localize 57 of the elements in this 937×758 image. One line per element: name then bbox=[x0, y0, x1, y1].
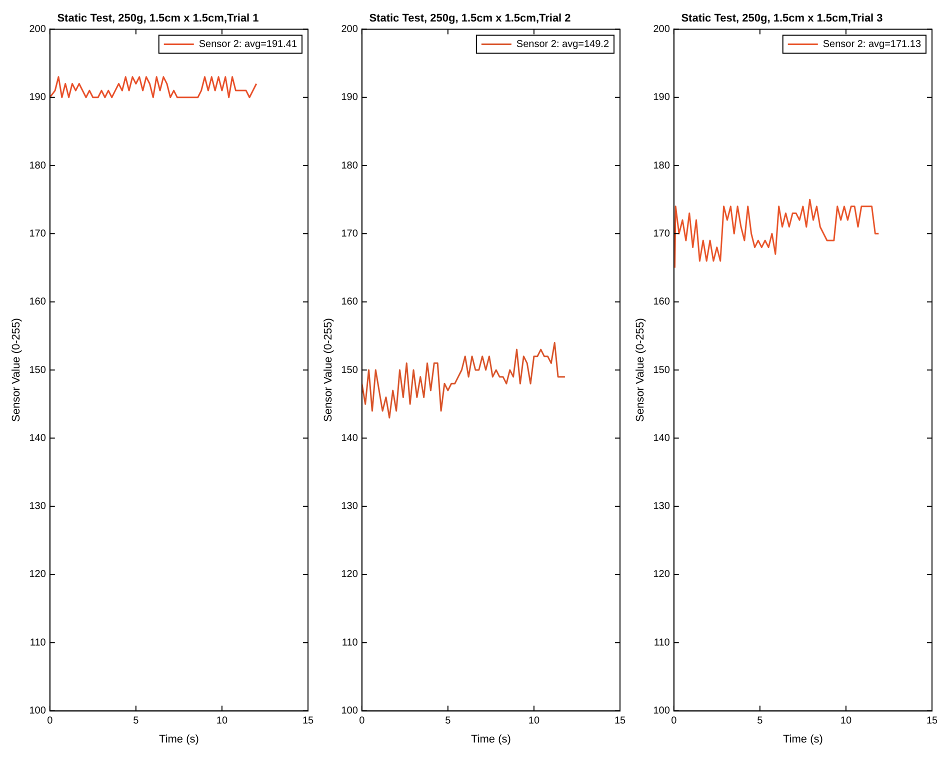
x-axis-title: Time (s) bbox=[782, 733, 823, 746]
x-tick-label: 0 bbox=[359, 716, 366, 727]
y-tick-label: 100 bbox=[653, 706, 670, 717]
y-tick-label: 120 bbox=[653, 569, 670, 580]
y-tick-label: 190 bbox=[341, 92, 358, 104]
y-tick-label: 110 bbox=[342, 637, 358, 648]
y-tick-label: 140 bbox=[653, 432, 670, 444]
y-tick-label: 110 bbox=[30, 637, 46, 648]
y-tick-label: 160 bbox=[341, 296, 358, 308]
y-tick-label: 130 bbox=[341, 501, 358, 512]
chart-title: Static Test, 250g, 1.5cm x 1.5cm,Trial 1 bbox=[57, 12, 259, 25]
x-tick-label: 5 bbox=[133, 716, 140, 727]
y-tick-label: 170 bbox=[29, 228, 46, 240]
x-tick-label: 0 bbox=[671, 716, 678, 727]
x-axis-title: Time (s) bbox=[470, 733, 511, 746]
y-tick-label: 120 bbox=[341, 569, 358, 580]
y-tick-label: 180 bbox=[341, 160, 358, 172]
legend-label: Sensor 2: avg=149.2 bbox=[516, 38, 610, 50]
x-tick-label: 0 bbox=[47, 716, 54, 727]
x-tick-label: 5 bbox=[757, 716, 764, 727]
y-tick-label: 200 bbox=[29, 24, 46, 35]
y-tick-label: 150 bbox=[653, 364, 670, 376]
y-tick-label: 180 bbox=[653, 160, 670, 172]
y-tick-label: 110 bbox=[654, 637, 670, 648]
y-tick-label: 170 bbox=[653, 228, 670, 240]
y-tick-label: 120 bbox=[29, 569, 46, 580]
chart-title: Static Test, 250g, 1.5cm x 1.5cm,Trial 3 bbox=[681, 12, 883, 25]
y-tick-label: 160 bbox=[653, 296, 670, 308]
y-tick-label: 150 bbox=[29, 364, 46, 376]
y-tick-label: 130 bbox=[29, 501, 46, 512]
x-tick-label: 10 bbox=[216, 716, 228, 727]
y-tick-label: 100 bbox=[29, 706, 46, 717]
y-tick-label: 140 bbox=[341, 432, 358, 444]
y-tick-label: 130 bbox=[653, 501, 670, 512]
y-tick-label: 150 bbox=[341, 364, 358, 376]
x-tick-label: 15 bbox=[302, 716, 314, 727]
y-tick-label: 190 bbox=[653, 92, 670, 104]
y-axis-title: Sensor Value (0-255) bbox=[10, 318, 23, 422]
y-axis-title: Sensor Value (0-255) bbox=[634, 318, 647, 422]
y-tick-label: 160 bbox=[29, 296, 46, 308]
legend-label: Sensor 2: avg=171.13 bbox=[822, 38, 922, 50]
legend-label: Sensor 2: avg=191.41 bbox=[198, 38, 298, 50]
y-tick-label: 140 bbox=[29, 432, 46, 444]
y-tick-label: 200 bbox=[341, 24, 358, 35]
y-axis-title: Sensor Value (0-255) bbox=[322, 318, 335, 422]
x-tick-label: 15 bbox=[614, 716, 626, 727]
x-tick-label: 10 bbox=[840, 716, 852, 727]
x-axis-title: Time (s) bbox=[158, 733, 199, 746]
y-tick-label: 180 bbox=[29, 160, 46, 172]
y-tick-label: 200 bbox=[653, 24, 670, 35]
x-tick-label: 10 bbox=[528, 716, 540, 727]
x-tick-label: 15 bbox=[926, 716, 937, 727]
y-tick-label: 170 bbox=[341, 228, 358, 240]
x-tick-label: 5 bbox=[445, 716, 452, 727]
chart-title: Static Test, 250g, 1.5cm x 1.5cm,Trial 2 bbox=[369, 12, 571, 25]
y-tick-label: 100 bbox=[341, 706, 358, 717]
y-tick-label: 190 bbox=[29, 92, 46, 104]
